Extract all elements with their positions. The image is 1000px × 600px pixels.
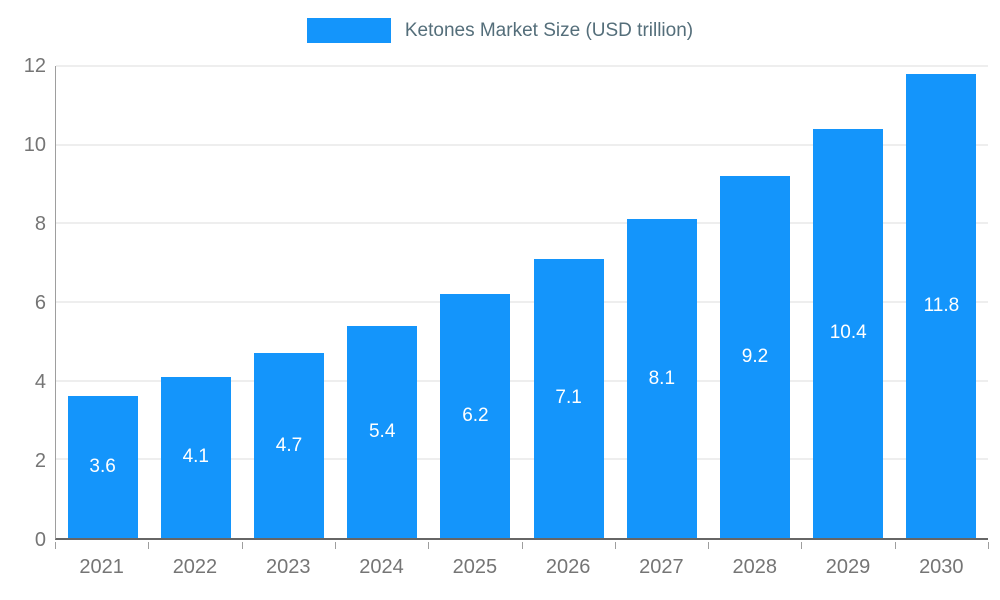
legend-swatch: [306, 18, 391, 43]
bars: 3.6 4.1 4.7 5.4 6.2 7.1 8.1 9.2 10.4 11.8: [56, 66, 988, 538]
bar-value-label: 10.4: [829, 322, 867, 344]
bar-slot: 9.2: [708, 66, 801, 538]
bar-value-label: 9.2: [741, 346, 769, 368]
bar: 4.7: [254, 353, 324, 538]
bar-slot: 11.8: [895, 66, 988, 538]
x-tick: [614, 542, 616, 549]
x-tick-label: 2029: [825, 556, 871, 578]
y-tick-label: 2: [34, 450, 46, 473]
x-tick: [55, 542, 56, 549]
y-tick-label: 8: [34, 213, 46, 236]
x-tick-label: 2024: [359, 556, 404, 578]
bar: 9.2: [720, 176, 790, 538]
gridline: [56, 380, 988, 382]
x-tick: [801, 542, 803, 549]
x-tick-label: 2028: [732, 556, 777, 578]
bar: 7.1: [533, 258, 604, 538]
bar-value-label: 8.1: [648, 367, 676, 389]
bar: 3.6: [67, 396, 138, 538]
gridline: [56, 222, 988, 224]
y-tick-label: 6: [34, 292, 46, 314]
legend-label: Ketones Market Size (USD trillion): [404, 19, 694, 41]
bar: 6.2: [440, 294, 511, 538]
x-axis-labels: 2021 2022 2023 2024 2025 2026 2027 2028 2029 2030: [55, 556, 988, 579]
y-tick-label: 12: [23, 55, 46, 77]
y-tick-label: 4: [34, 371, 46, 394]
x-tick: [334, 542, 336, 549]
plot-area: 3.6 4.1 4.7 5.4 6.2 7.1 8.1 9.2 10.4 11.8: [55, 65, 988, 540]
bar-slot: 4.1: [149, 66, 242, 538]
y-axis-labels: 0 2 4 6 8 10 12: [0, 56, 46, 550]
y-tick-label: 10: [23, 134, 46, 156]
x-tick-label: 2023: [265, 556, 311, 578]
x-tick-label: 2027: [639, 556, 684, 578]
bar: 10.4: [813, 128, 884, 538]
legend: Ketones Market Size (USD trillion): [0, 18, 1000, 43]
gridline: [56, 65, 988, 67]
bar-value-label: 3.6: [89, 456, 116, 478]
bar: 4.1: [160, 376, 231, 538]
gridline: [56, 144, 988, 146]
x-tick-label: 2021: [79, 556, 124, 578]
bar-slot: 8.1: [615, 66, 708, 538]
gridline: [56, 301, 988, 303]
x-tick-label: 2022: [172, 556, 218, 578]
bar-slot: 3.6: [56, 66, 149, 538]
bar-slot: 4.7: [242, 66, 335, 538]
gridline: [56, 458, 988, 460]
bar-slot: 10.4: [802, 66, 895, 538]
bar-value-label: 5.4: [368, 420, 396, 442]
x-tick: [428, 542, 430, 549]
x-tick-label: 2025: [452, 556, 498, 578]
bar-value-label: 4.7: [275, 434, 303, 456]
x-tick: [708, 542, 710, 549]
gridlines: [56, 65, 988, 538]
bar-slot: 5.4: [336, 66, 429, 538]
bar: 5.4: [347, 325, 418, 538]
bar: 11.8: [906, 73, 977, 538]
bar-value-label: 7.1: [555, 387, 582, 409]
x-tick-label: 2026: [545, 556, 591, 578]
bar-slot: 7.1: [522, 66, 615, 538]
x-tick: [988, 542, 989, 549]
bar-value-label: 11.8: [923, 294, 960, 316]
x-tick: [148, 542, 150, 549]
x-tick: [521, 542, 523, 549]
x-tick: [241, 542, 243, 549]
y-tick-label: 0: [34, 529, 46, 551]
x-axis-ticks: [55, 542, 989, 549]
bar-value-label: 6.2: [462, 405, 489, 427]
x-tick: [894, 542, 896, 549]
bar-value-label: 4.1: [182, 446, 210, 468]
bar-slot: 6.2: [429, 66, 522, 538]
x-tick-label: 2030: [919, 556, 964, 578]
bar: 8.1: [626, 219, 697, 538]
